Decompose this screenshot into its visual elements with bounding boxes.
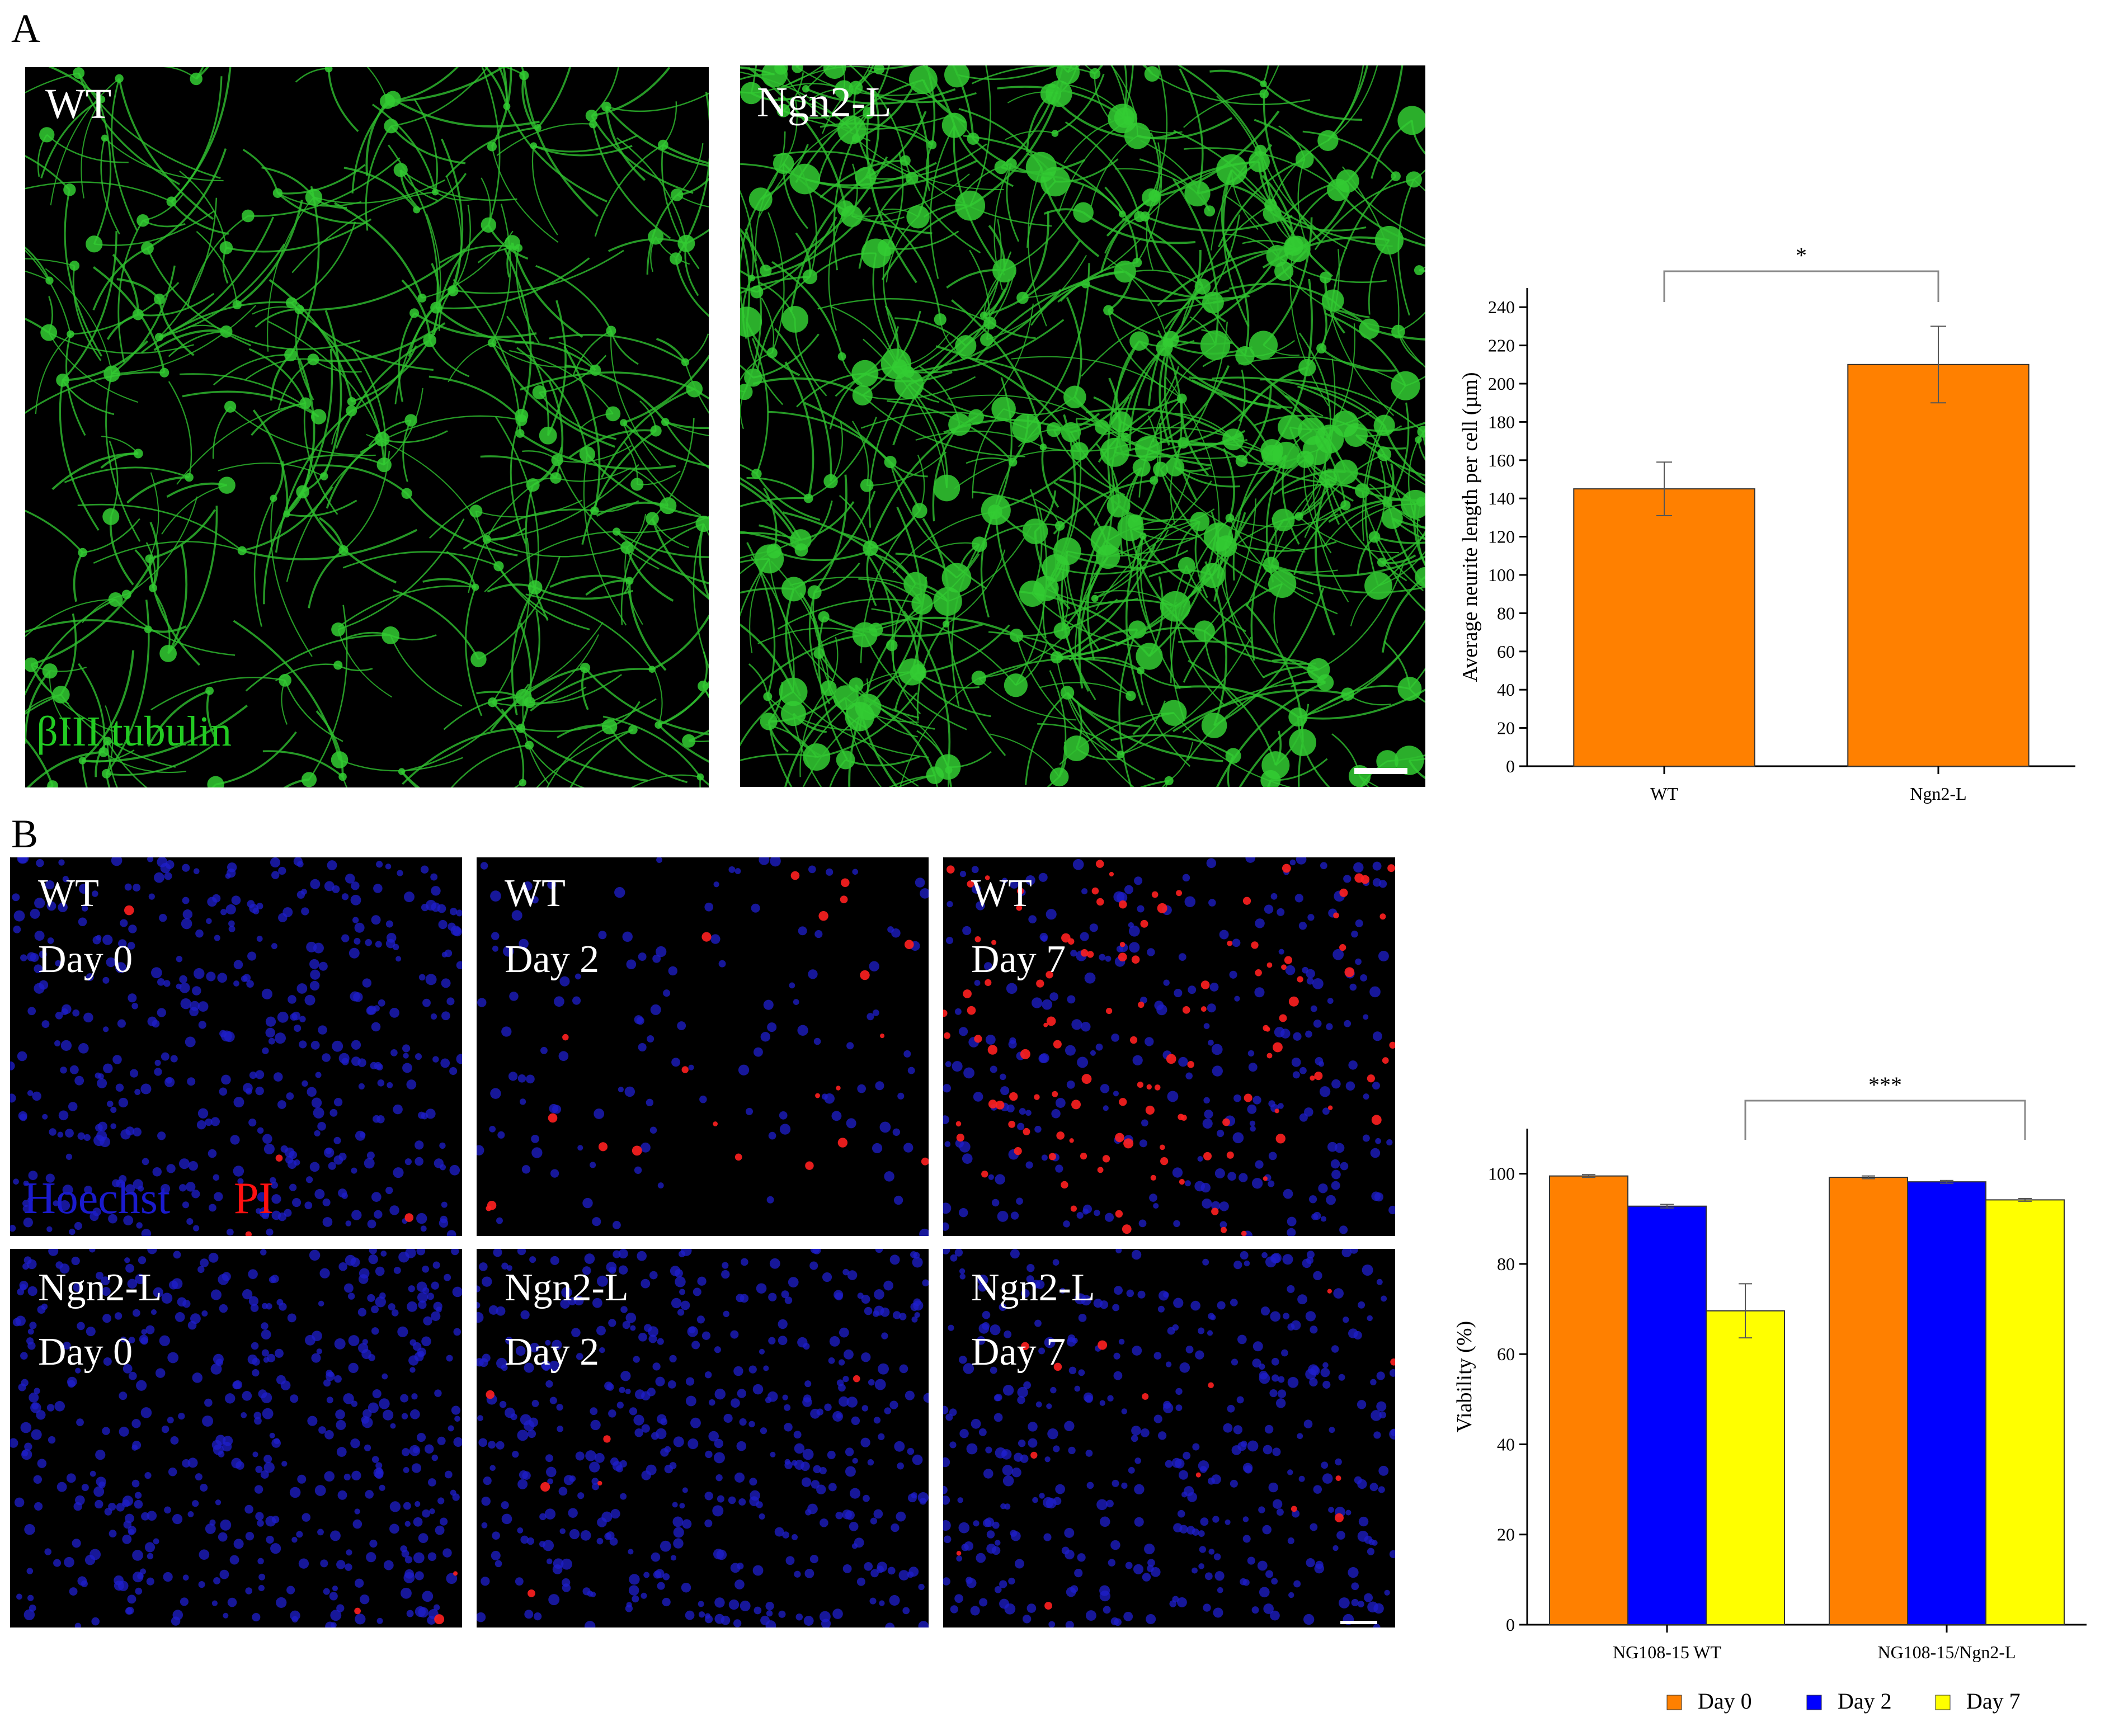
- micrograph-label-line2: Day 2: [505, 938, 600, 981]
- micrograph-ngn2l-day7: Ngn2-L Day 7: [943, 1249, 1395, 1628]
- x-tick-label: NG108-15 WT: [1613, 1642, 1722, 1662]
- scale-bar: [1354, 768, 1407, 774]
- y-axis-label: Average neurite length per cell (µm): [1458, 372, 1482, 682]
- y-tick-label: 100: [1488, 565, 1515, 585]
- significance-bracket: [1744, 1100, 2026, 1140]
- y-tick-label: 120: [1488, 527, 1515, 547]
- nuclei-image: [943, 857, 1395, 1236]
- x-tick-label: NG108-15/Ngn2-L: [1877, 1642, 2016, 1662]
- bar-chart: 0 20 40 60 80 100 120 140 160 180 200 220 240 Average…: [1458, 243, 2075, 804]
- x-tick-label: Ngn2-L: [1910, 784, 1966, 804]
- bar: [1985, 1199, 2065, 1625]
- y-tick-label: 100: [1488, 1164, 1515, 1184]
- y-tick-label: 180: [1488, 412, 1515, 432]
- y-tick-label: 0: [1506, 756, 1515, 776]
- panel-letter-a: A: [11, 6, 40, 51]
- y-tick-label: 80: [1497, 603, 1515, 623]
- nuclei-image: [10, 857, 462, 1236]
- significance-label: *: [1796, 243, 1807, 268]
- y-tick-label: 160: [1488, 450, 1515, 470]
- micrograph-label: WT: [45, 81, 112, 128]
- micrograph-label-line1: Ngn2-L: [505, 1266, 629, 1309]
- micrograph-wt-tubulin: WT βIII tubulin: [25, 67, 709, 787]
- y-tick-label: 80: [1497, 1254, 1515, 1274]
- micrograph-label: Ngn2-L: [757, 79, 892, 126]
- micrograph-wt-day2: WT Day 2: [477, 857, 929, 1236]
- y-tick-label: 240: [1488, 297, 1515, 317]
- micrograph-label-line2: Day 7: [971, 938, 1066, 981]
- bar: [1829, 1177, 1908, 1625]
- nuclei-image: [10, 1249, 462, 1628]
- y-tick-label: 20: [1497, 1525, 1515, 1545]
- micrograph-ngn2l-day0: Ngn2-L Day 0: [10, 1249, 462, 1628]
- scale-bar: [1340, 1621, 1377, 1624]
- y-tick-label: 0: [1506, 1615, 1515, 1635]
- y-tick-label: 40: [1497, 1434, 1515, 1454]
- micrograph-label-line2: Day 7: [971, 1331, 1066, 1374]
- stain-label-pi: PI: [234, 1174, 274, 1223]
- bar: [1627, 1205, 1707, 1626]
- micrograph-label-line1: WT: [971, 872, 1032, 915]
- bar: [1847, 364, 2029, 767]
- stain-label-hoechst: Hoechst: [23, 1174, 171, 1223]
- panel-letter-b: B: [11, 812, 39, 856]
- micrograph-label-line1: WT: [505, 872, 566, 915]
- micrograph-label-line1: Ngn2-L: [38, 1266, 162, 1309]
- bar: [1549, 1175, 1628, 1626]
- nuclei-image: [477, 857, 929, 1236]
- significance-label: ***: [1868, 1072, 1902, 1097]
- micrograph-ngn2l-day2: Ngn2-L Day 2: [477, 1249, 929, 1628]
- y-tick-label: 40: [1497, 680, 1515, 700]
- micrograph-label-line1: WT: [38, 872, 99, 915]
- micrograph-wt-day0: WT Day 0 Hoechst PI: [10, 857, 462, 1236]
- neuron-image: [25, 67, 709, 787]
- y-axis-label: Viability (%): [1453, 1321, 1476, 1432]
- legend-swatch: [1806, 1695, 1822, 1710]
- neurite-length-chart: 0 20 40 60 80 100 120 140 160 180 200 220 240 Average…: [1454, 224, 2092, 817]
- y-tick-label: 200: [1488, 374, 1515, 394]
- legend-label: Day 0: [1698, 1688, 1752, 1714]
- nuclei-image: [477, 1249, 929, 1628]
- micrograph-label-line1: Ngn2-L: [971, 1266, 1095, 1309]
- y-tick-label: 220: [1488, 336, 1515, 356]
- nuclei-image: [943, 1249, 1395, 1628]
- stain-label-tubulin: βIII tubulin: [36, 708, 232, 755]
- legend-label: Day 2: [1838, 1688, 1892, 1714]
- legend-swatch: [1666, 1695, 1682, 1710]
- viability-chart: 0 20 40 60 80 100 Viability (%) NG108-15 WT NG10…: [1443, 1063, 2103, 1733]
- micrograph-label-line2: Day 0: [38, 1331, 133, 1374]
- micrograph-label-line2: Day 0: [38, 938, 133, 981]
- legend-label: Day 7: [1966, 1688, 2021, 1714]
- bar: [1907, 1181, 1986, 1626]
- bar: [1706, 1310, 1785, 1625]
- micrograph-wt-day7: WT Day 7: [943, 857, 1395, 1236]
- y-tick-label: 140: [1488, 488, 1515, 508]
- micrograph-ngn2l-tubulin: Ngn2-L: [740, 65, 1425, 787]
- micrograph-label-line2: Day 2: [505, 1331, 600, 1374]
- y-tick-label: 60: [1497, 641, 1515, 662]
- neuron-image: [740, 65, 1425, 787]
- y-tick-label: 60: [1497, 1344, 1515, 1364]
- x-tick-label: WT: [1650, 784, 1678, 804]
- bar: [1573, 488, 1755, 767]
- legend-swatch: [1935, 1695, 1951, 1710]
- significance-bracket: [1663, 270, 1939, 302]
- y-tick-label: 20: [1497, 718, 1515, 738]
- grouped-bar-chart: 0 20 40 60 80 100 Viability (%) NG108-15 WT NG10…: [1453, 1072, 2087, 1714]
